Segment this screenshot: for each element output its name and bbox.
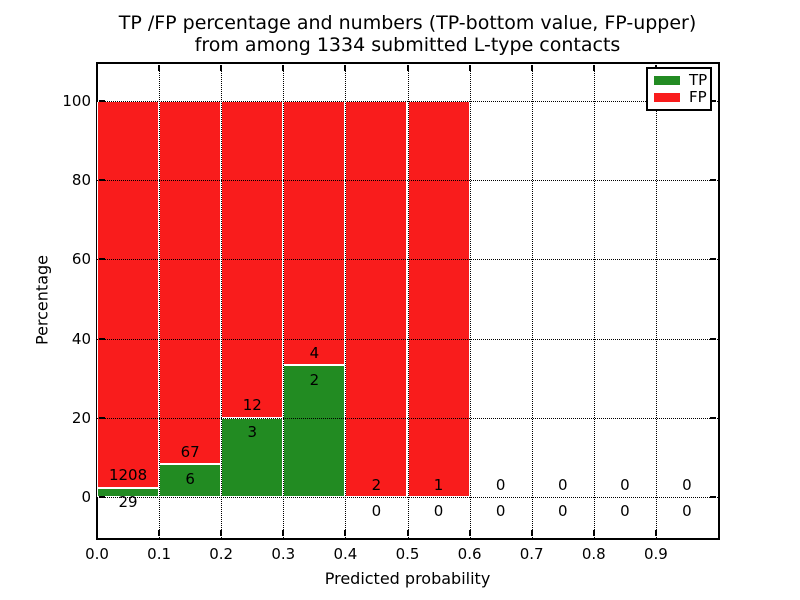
y-tick-label: 0 (81, 487, 91, 506)
gridline-x (159, 63, 161, 538)
x-tick-mark (282, 530, 285, 536)
chart-title: TP /FP percentage and numbers (TP-bottom… (97, 12, 718, 56)
gridline-x (655, 63, 657, 538)
bar-count-label-fp: 2 (371, 475, 382, 494)
x-tick-label: 0.2 (209, 545, 234, 563)
bar-count-label-tp: 0 (433, 502, 444, 521)
x-tick-mark (96, 530, 98, 536)
bar-count-label-tp: 3 (247, 423, 258, 442)
x-tick-label: 0.7 (519, 545, 544, 563)
y-tick-mark-right (710, 100, 716, 102)
x-tick-mark (220, 530, 223, 536)
gridline-x (593, 63, 595, 538)
y-tick-label: 100 (62, 92, 91, 110)
gridline-x (407, 63, 409, 538)
x-tick-label: 0.9 (643, 545, 668, 563)
y-tick-label: 20 (71, 408, 91, 427)
x-tick-mark (158, 530, 161, 536)
y-tick-label: 40 (71, 329, 91, 348)
gridline-x (221, 63, 223, 538)
x-tick-label: 0.1 (147, 545, 172, 563)
y-tick-mark (99, 416, 105, 419)
chart-title-line1: TP /FP percentage and numbers (TP-bottom… (118, 12, 697, 34)
x-tick-mark-top (344, 65, 347, 71)
legend-swatch-fp (654, 93, 680, 102)
bar-segment-fp (407, 101, 470, 497)
y-tick-mark (99, 495, 105, 498)
x-tick-mark (654, 530, 657, 536)
gridline-x (469, 63, 471, 538)
bar-count-label-tp: 6 (185, 469, 195, 488)
x-axis-label: Predicted probability (324, 569, 491, 588)
legend-label: TP (689, 71, 708, 89)
x-tick-mark-top (406, 65, 409, 71)
y-tick-mark-right (710, 337, 716, 340)
y-tick-mark (99, 179, 105, 182)
y-tick-mark-right (710, 179, 716, 182)
x-tick-label: 0.6 (457, 545, 482, 563)
x-tick-label: 0.4 (333, 545, 358, 563)
bar-count-label-tp: 2 (309, 370, 320, 389)
bar-count-label-fp: 12 (242, 396, 262, 415)
bar-segment-fp (283, 101, 346, 365)
bar-count-label-tp: 0 (371, 502, 382, 521)
y-tick-label: 60 (71, 250, 91, 269)
bar-segment-tp (97, 487, 160, 497)
y-tick-mark (99, 337, 105, 340)
bar-count-label-fp: 0 (495, 475, 506, 494)
y-tick-mark-right (710, 416, 716, 419)
x-tick-mark (530, 530, 533, 536)
bar-count-label-tp: 0 (620, 502, 630, 521)
bar-count-label-tp: 29 (118, 493, 138, 512)
legend: TP FP (646, 67, 712, 111)
bar-count-label-fp: 0 (557, 475, 568, 494)
gridline-x (531, 63, 533, 538)
bar-segment-fp (97, 101, 160, 488)
bar-segment-fp (159, 101, 222, 465)
bar-count-label-fp: 0 (620, 475, 630, 494)
x-tick-label: 0.0 (85, 545, 109, 563)
x-tick-mark-top (220, 65, 223, 71)
bar-count-label-fp: 1 (433, 475, 444, 494)
x-tick-mark (468, 530, 471, 536)
x-tick-mark-top (282, 65, 285, 71)
y-tick-mark (99, 258, 105, 261)
bar-count-label-fp: 67 (180, 443, 200, 462)
legend-item-fp: FP (654, 88, 707, 106)
x-tick-mark (406, 530, 409, 536)
x-tick-label: 0.5 (395, 545, 420, 563)
bar-segment-fp (345, 101, 408, 497)
gridline-x (283, 63, 285, 538)
x-tick-mark (592, 530, 595, 536)
y-tick-mark-right (710, 258, 716, 261)
x-tick-mark-top (468, 65, 471, 71)
x-tick-mark-top (158, 65, 161, 71)
y-tick-mark (99, 100, 105, 102)
legend-swatch-tp (654, 76, 680, 85)
legend-label: FP (689, 88, 707, 106)
x-tick-mark-top (96, 65, 98, 71)
y-tick-label: 80 (71, 171, 91, 190)
x-tick-mark (344, 530, 347, 536)
x-tick-mark-top (530, 65, 533, 71)
bar-count-label-fp: 0 (682, 475, 692, 494)
x-tick-label: 0.3 (271, 545, 296, 563)
bar-count-label-tp: 0 (495, 502, 506, 521)
bar-count-label-fp: 1208 (108, 466, 148, 485)
x-tick-label: 0.8 (581, 545, 606, 563)
y-tick-mark-right (710, 495, 716, 498)
bar-count-label-tp: 0 (682, 502, 692, 521)
legend-item-tp: TP (654, 71, 708, 89)
chart-title-line2: from among 1334 submitted L-type contact… (194, 34, 621, 56)
bar-count-label-fp: 4 (309, 343, 320, 362)
bar-count-label-tp: 0 (557, 502, 568, 521)
x-tick-mark-top (592, 65, 595, 71)
gridline-x (345, 63, 347, 538)
